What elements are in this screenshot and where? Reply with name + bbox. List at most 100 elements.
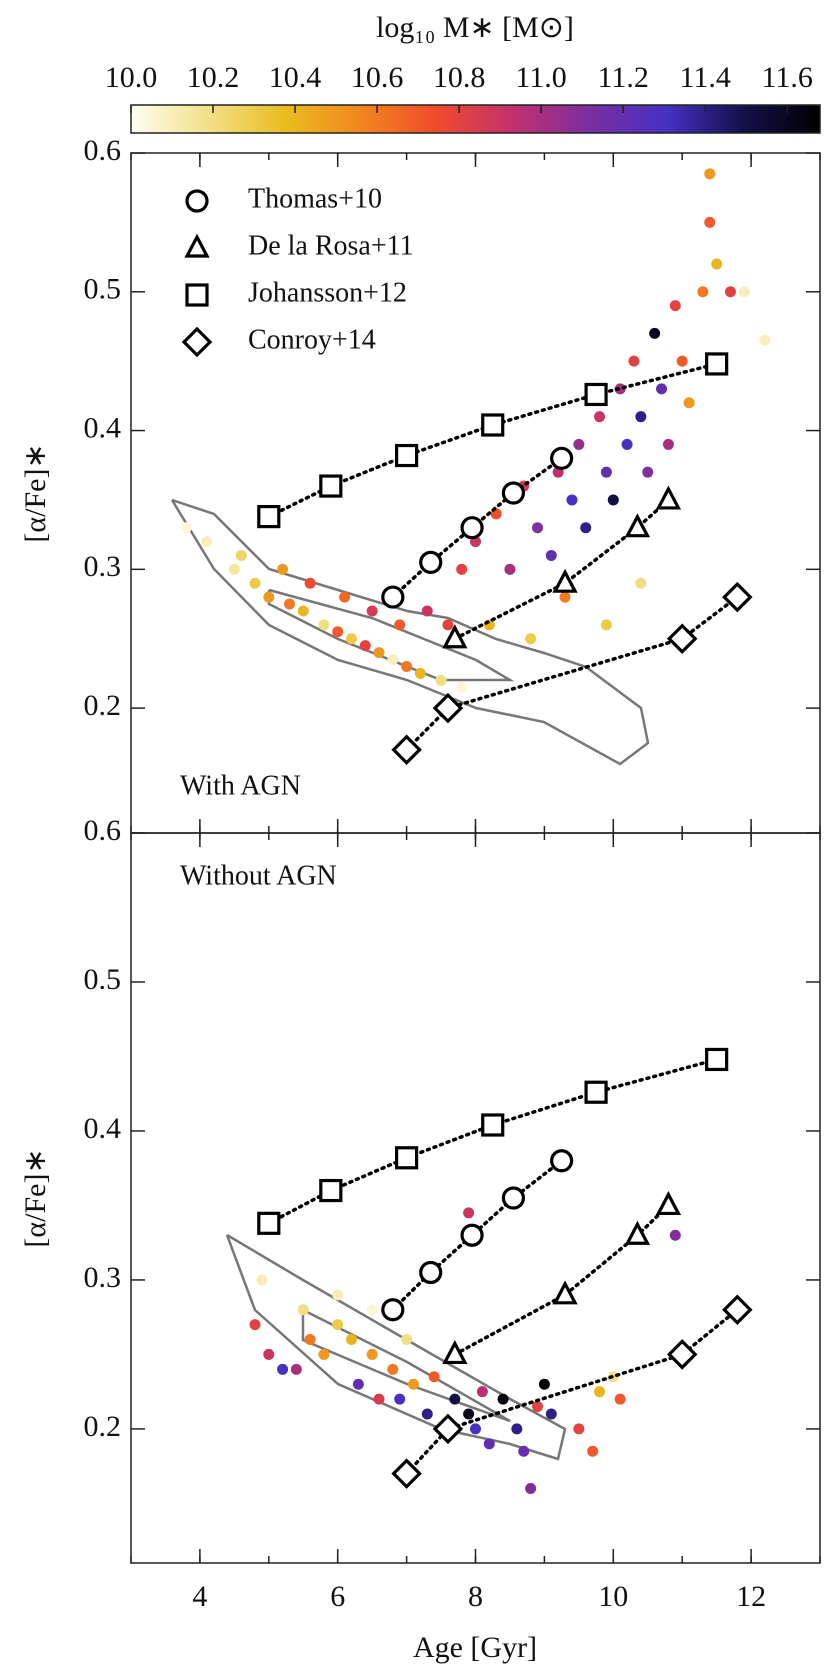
galaxy-point	[470, 1423, 481, 1435]
marker	[624, 1220, 651, 1245]
marker	[705, 1047, 729, 1072]
galaxy-point	[352, 1378, 364, 1390]
galaxy-point	[697, 286, 709, 298]
galaxy-point	[463, 1408, 475, 1420]
colorbar-tick-label: 10.4	[269, 61, 322, 94]
galaxy-point	[373, 1393, 385, 1405]
galaxy-point	[532, 522, 544, 534]
obs-line	[391, 1159, 564, 1312]
x-tick-label: 10	[598, 1580, 628, 1613]
galaxy-point	[545, 549, 557, 561]
galaxy-point	[642, 466, 654, 478]
galaxy-point	[401, 1334, 413, 1346]
y-tick-label: 0.5	[84, 273, 122, 306]
galaxy-point	[263, 1348, 275, 1360]
galaxy-point	[504, 563, 516, 575]
marker	[481, 413, 505, 437]
marker	[460, 1223, 484, 1247]
galaxy-point	[428, 1371, 440, 1383]
galaxy-point	[297, 605, 309, 617]
marker	[481, 1113, 505, 1137]
galaxy-point	[573, 438, 585, 450]
obs-line	[453, 498, 671, 641]
y-tick-label: 0.4	[84, 1112, 122, 1145]
galaxy-point	[366, 1304, 378, 1316]
galaxy-point	[518, 1445, 530, 1457]
marker	[381, 1298, 405, 1322]
panel-annotation: With AGN	[180, 770, 301, 801]
colorbar-tick-label: 10.0	[105, 61, 158, 94]
marker	[181, 326, 213, 358]
marker	[624, 513, 651, 538]
galaxy-point	[559, 591, 571, 603]
marker	[666, 1339, 698, 1370]
y-axis-label: [α/Fe]∗	[19, 1148, 52, 1247]
legend-label: Thomas+10	[248, 183, 382, 214]
contour	[170, 498, 650, 766]
galaxy-point	[532, 1401, 544, 1413]
galaxy-point	[656, 383, 668, 395]
galaxy-point	[669, 300, 681, 312]
galaxy-point	[573, 1423, 585, 1435]
galaxy-point	[435, 674, 447, 686]
colorbar	[130, 104, 821, 134]
y-tick-label: 0.4	[84, 411, 122, 444]
galaxy-point	[759, 334, 771, 346]
marker	[501, 1186, 525, 1210]
galaxy-point	[511, 1423, 523, 1435]
panel-annotation: Without AGN	[180, 860, 337, 891]
obs-line	[404, 595, 740, 752]
galaxy-point	[373, 647, 385, 659]
galaxy-point	[683, 397, 695, 409]
galaxy-point	[339, 591, 351, 603]
galaxy-point	[304, 1334, 316, 1346]
galaxy-point	[277, 1363, 289, 1375]
galaxy-point	[566, 494, 578, 506]
galaxy-point	[180, 522, 192, 534]
galaxy-point	[345, 633, 357, 645]
galaxy-point	[463, 1207, 475, 1219]
y-tick-label: 0.3	[84, 1261, 122, 1294]
colorbar-tick-label: 10.2	[187, 61, 240, 94]
colorbar-tick-label: 11.6	[761, 61, 812, 94]
marker	[419, 1260, 443, 1285]
marker	[584, 382, 608, 407]
y-tick-label: 0.2	[84, 1410, 122, 1443]
galaxy-point	[449, 1393, 461, 1405]
galaxy-point	[277, 563, 289, 575]
y-tick-label: 0.6	[84, 134, 122, 167]
marker	[257, 1211, 281, 1235]
galaxy-point	[545, 1408, 557, 1420]
legend-label: De la Rosa+11	[248, 230, 414, 261]
galaxy-point	[249, 1319, 261, 1331]
galaxy-point	[401, 660, 413, 672]
marker	[722, 1294, 753, 1325]
galaxy-point	[359, 640, 371, 652]
galaxy-point	[414, 667, 426, 679]
galaxy-point	[228, 563, 240, 575]
galaxy-point	[304, 577, 316, 589]
marker	[655, 1191, 682, 1216]
galaxy-point	[476, 1386, 488, 1398]
galaxy-point	[318, 1348, 330, 1360]
legend-label: Conroy+14	[248, 324, 376, 355]
x-tick-label: 6	[330, 1580, 345, 1613]
colorbar-tick-label: 11.0	[515, 61, 566, 94]
marker	[666, 623, 698, 654]
x-tick-label: 8	[468, 1580, 483, 1613]
galaxy-point	[290, 1363, 302, 1375]
marker	[442, 1339, 468, 1365]
galaxy-point	[600, 466, 612, 478]
galaxy-point	[456, 681, 468, 693]
galaxy-point	[256, 1274, 268, 1286]
marker	[432, 692, 464, 724]
marker	[319, 474, 343, 498]
y-tick-label: 0.6	[84, 814, 122, 847]
contour	[267, 588, 515, 682]
galaxy-point	[421, 605, 433, 617]
y-tick-label: 0.2	[84, 689, 122, 722]
marker	[184, 233, 210, 258]
galaxy-point	[538, 1378, 550, 1390]
marker	[501, 481, 525, 505]
